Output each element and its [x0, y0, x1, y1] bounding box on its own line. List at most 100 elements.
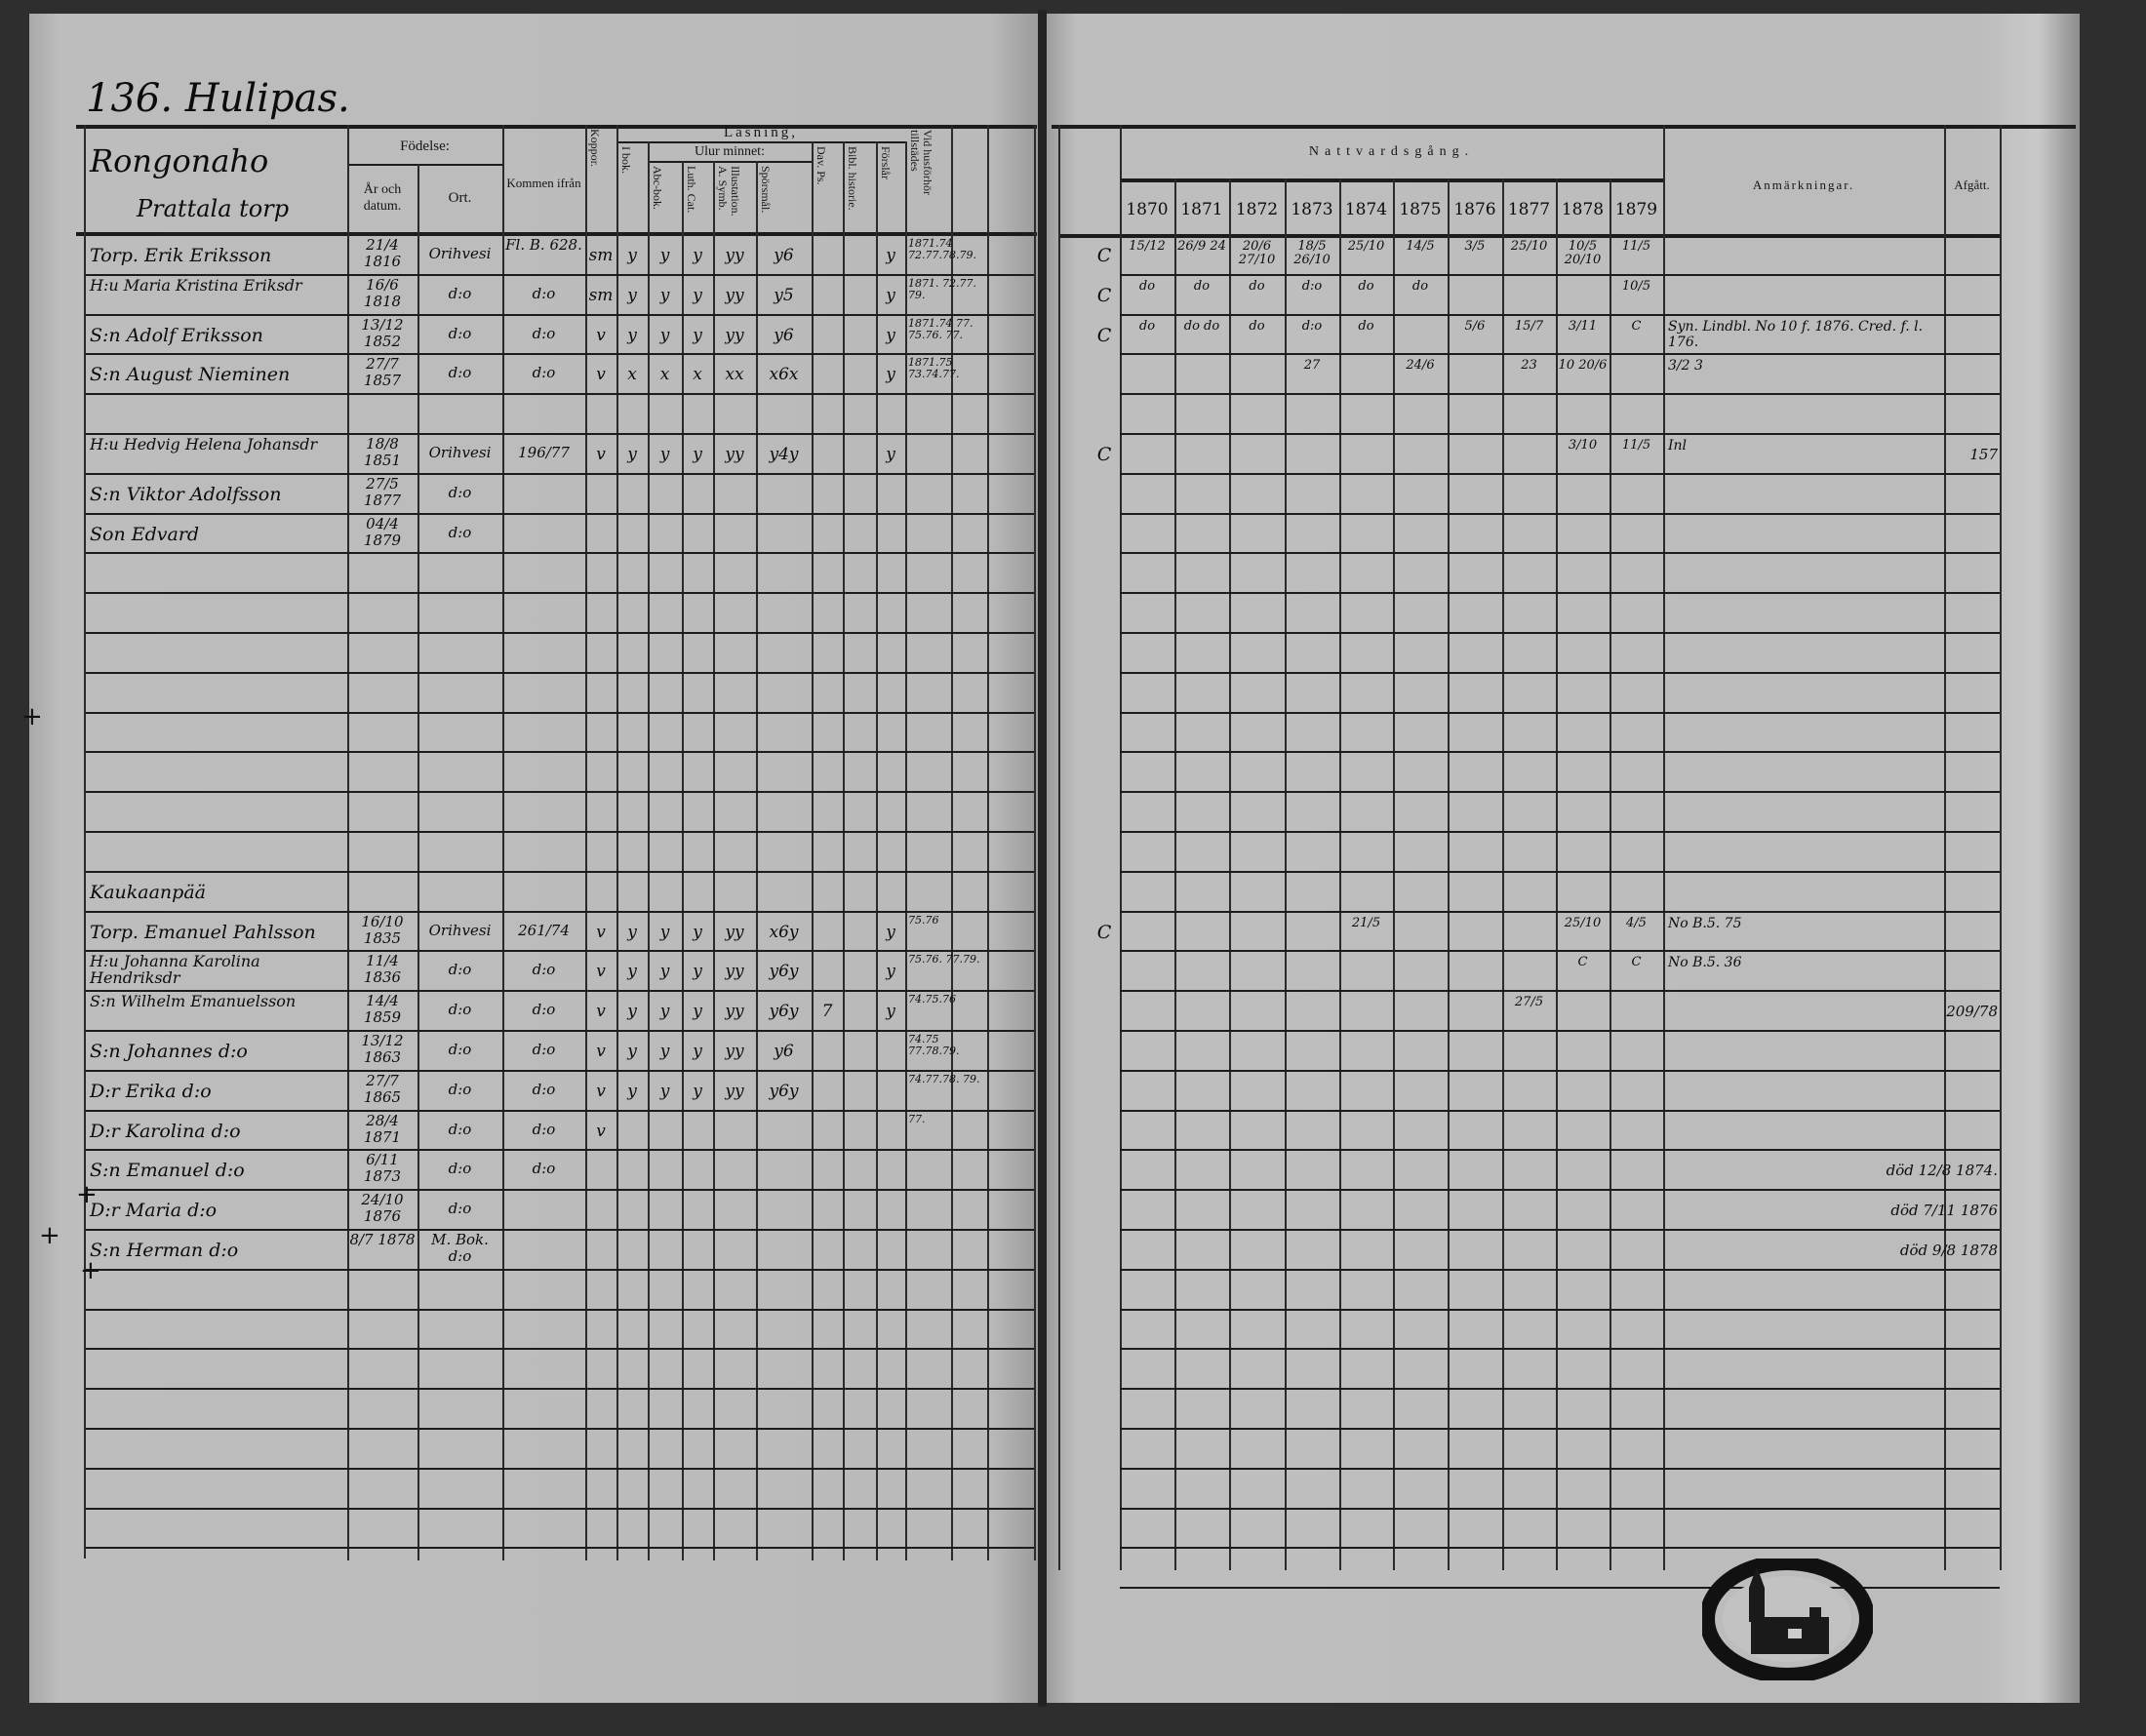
- register-i-bok: x: [627, 365, 637, 385]
- year-header-1878: 1878: [1561, 200, 1605, 219]
- communion-date: C: [1631, 955, 1642, 970]
- register-born: 27/7 1857: [363, 355, 402, 390]
- register-illust: yy: [725, 285, 744, 305]
- register-koppor: v: [596, 1121, 606, 1141]
- register-name: H:u Hedvig Helena Johansdr: [90, 435, 318, 454]
- communion-mark: C: [1096, 324, 1112, 346]
- communion-date: C: [1631, 318, 1642, 334]
- row-line: [86, 552, 1034, 555]
- column-line: [682, 161, 684, 1560]
- cross-mark: +: [21, 702, 43, 731]
- register-name: Son Edvard: [90, 523, 200, 545]
- register-born: 18/8 1851: [363, 435, 402, 469]
- register-born: 13/12 1863: [361, 1032, 404, 1066]
- book-spine: [1038, 10, 1047, 1707]
- row-line: [86, 512, 1034, 515]
- row-line: [86, 870, 1034, 873]
- departed-header: Afgått.: [1954, 178, 1990, 192]
- row-line: [86, 273, 1034, 276]
- register-kommen: d:o: [532, 364, 556, 382]
- register-luth: y: [693, 962, 702, 982]
- row-line: [1120, 273, 2000, 276]
- row-line: [86, 1308, 1034, 1311]
- bible-history-header: Bibl. historie.: [846, 146, 859, 211]
- communion-date: 3/10: [1568, 438, 1598, 453]
- row-line: [86, 1348, 1034, 1351]
- row-line: [86, 1268, 1034, 1271]
- year-header-1871: 1871: [1180, 200, 1223, 219]
- row-line: [86, 711, 1034, 714]
- row-line: [1120, 950, 2000, 953]
- left-page: [29, 14, 1040, 1703]
- communion-date: 10/5: [1621, 278, 1651, 294]
- header-top-rule: [76, 125, 1037, 129]
- row-line: [86, 831, 1034, 833]
- column-line: [1502, 178, 1504, 1570]
- register-i-bok: y: [627, 445, 637, 464]
- departed-note: död 7/11 1876: [1890, 1202, 1998, 1220]
- communion-date: 3/5: [1464, 239, 1486, 254]
- register-born: 28/4 1871: [363, 1111, 402, 1146]
- column-line: [876, 141, 878, 1560]
- column-line: [987, 125, 989, 1560]
- abc-book-header: Abc-bok.: [651, 166, 664, 210]
- register-ort: d:o: [448, 1041, 472, 1058]
- row-line: [1120, 1229, 2000, 1231]
- cross-mark: +: [76, 1180, 98, 1209]
- column-line: [1448, 178, 1450, 1570]
- register-ort: d:o: [448, 1200, 472, 1218]
- communion-date: do: [1358, 318, 1374, 334]
- register-sporsmal: y6y: [769, 1081, 799, 1101]
- register-ort: d:o: [448, 364, 472, 382]
- communion-date: 11/5: [1621, 438, 1651, 453]
- register-name: S:n Herman d:o: [90, 1240, 239, 1261]
- register-abc: y: [659, 285, 670, 305]
- register-illust: yy: [725, 1002, 744, 1022]
- row-line: [86, 592, 1034, 595]
- row-line: [86, 1109, 1034, 1112]
- fodelse-header: Födelse:: [400, 138, 450, 154]
- departed-note: 209/78: [1946, 1003, 1998, 1021]
- register-ort: d:o: [448, 284, 472, 302]
- year-header-1874: 1874: [1344, 200, 1388, 219]
- register-ort: M. Bok. d:o: [431, 1231, 489, 1265]
- column-line: [2000, 125, 2002, 1570]
- row-line: [1120, 433, 2000, 435]
- register-koppor: v: [596, 1042, 606, 1061]
- communion-date: 4/5: [1626, 915, 1647, 930]
- register-ort: d:o: [448, 961, 472, 979]
- register-kommen: d:o: [532, 1041, 556, 1058]
- register-illust: yy: [725, 1081, 744, 1101]
- register-vid: 1871.75 73.74.77.: [908, 356, 960, 381]
- register-abc: y: [659, 325, 670, 345]
- communion-date: d:o: [1301, 278, 1323, 294]
- column-line: [648, 141, 650, 1560]
- register-illust: xx: [725, 365, 744, 385]
- communion-date: do: [1138, 318, 1156, 334]
- in-book-header: I bok.: [619, 146, 633, 174]
- register-sporsmal: x6y: [769, 922, 799, 942]
- row-line: [86, 1189, 1034, 1192]
- register-name: Kaukaanpää: [90, 881, 206, 903]
- communion-header: Nattvardsgång.: [1308, 144, 1475, 159]
- register-name: S:n Wilhelm Emanuelsson: [90, 992, 297, 1011]
- register-ort: Orihvesi: [428, 921, 492, 939]
- register-i-bok: y: [627, 922, 637, 942]
- register-sporsmal: x6x: [769, 365, 799, 385]
- column-line: [1663, 125, 1665, 1570]
- row-line: [1120, 552, 2000, 555]
- row-line: [1120, 870, 2000, 873]
- register-name: D:r Karolina d:o: [90, 1120, 241, 1142]
- row-line: [86, 990, 1034, 993]
- register-abc: y: [659, 962, 670, 982]
- register-illust: yy: [725, 325, 744, 345]
- communion-mark: C: [1096, 245, 1112, 266]
- register-kommen: 261/74: [518, 921, 570, 939]
- register-i-bok: y: [627, 1002, 637, 1022]
- register-vid: 1871.74 72.77.78.79.: [908, 237, 976, 261]
- register-ort: Orihvesi: [428, 245, 492, 262]
- register-vid: 75.76. 77.79.: [908, 953, 980, 967]
- register-sporsmal: y6: [774, 1042, 794, 1061]
- illustration-header: Illustation. A. Symb.: [716, 166, 742, 217]
- communion-date: 18/5 26/10: [1293, 239, 1331, 267]
